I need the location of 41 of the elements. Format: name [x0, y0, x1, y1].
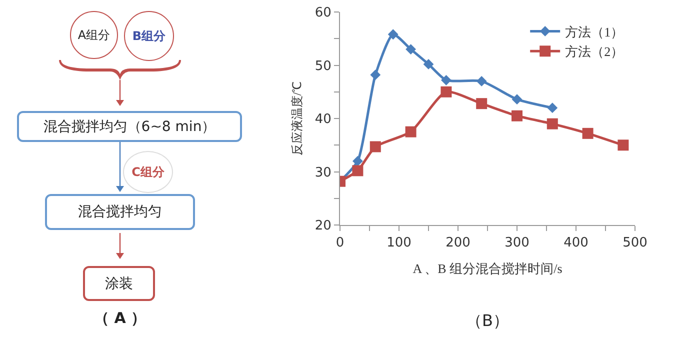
text: B组分	[124, 11, 174, 61]
point	[476, 98, 488, 110]
x-axis-title: A 、B 组分混合搅拌时间/s	[412, 261, 562, 276]
legend-label: 方法（1）	[565, 24, 624, 40]
point	[440, 86, 452, 98]
point	[406, 44, 416, 54]
point	[423, 58, 434, 70]
text: 混合搅拌均匀	[45, 194, 195, 230]
point	[352, 156, 363, 166]
text: （ A ）	[92, 308, 148, 328]
y-axis-title: 反应液温度/℃	[290, 81, 304, 156]
point	[405, 126, 416, 138]
point	[388, 29, 398, 40]
x-tick-label: 0	[336, 236, 344, 251]
point	[547, 102, 558, 114]
x-tick-label: 300	[504, 236, 530, 251]
y-tick-label: 30	[314, 165, 332, 180]
x-tick-label: 500	[622, 236, 648, 251]
legend-label: 方法（2）	[565, 44, 624, 60]
point	[512, 110, 522, 122]
x-tick-label: 100	[386, 236, 412, 251]
text: 混合搅拌均匀（6~8 min）	[17, 111, 242, 142]
text: 涂装	[83, 266, 155, 301]
text: （B）	[466, 311, 509, 330]
point	[512, 94, 522, 105]
point	[582, 128, 594, 139]
y-tick-label: 60	[314, 6, 332, 21]
x-tick-label: 400	[564, 236, 588, 251]
point	[352, 165, 364, 176]
y-tick-label: 50	[314, 58, 332, 74]
text: C组分	[123, 151, 173, 193]
point	[476, 76, 487, 86]
point	[618, 140, 629, 151]
text: A组分	[70, 11, 118, 59]
y-tick-label: 40	[314, 112, 332, 128]
x-tick-label: 200	[446, 236, 470, 251]
point	[441, 74, 452, 86]
point	[370, 141, 381, 152]
point	[546, 118, 558, 130]
y-tick-label: 20	[314, 218, 332, 234]
point	[370, 70, 381, 80]
